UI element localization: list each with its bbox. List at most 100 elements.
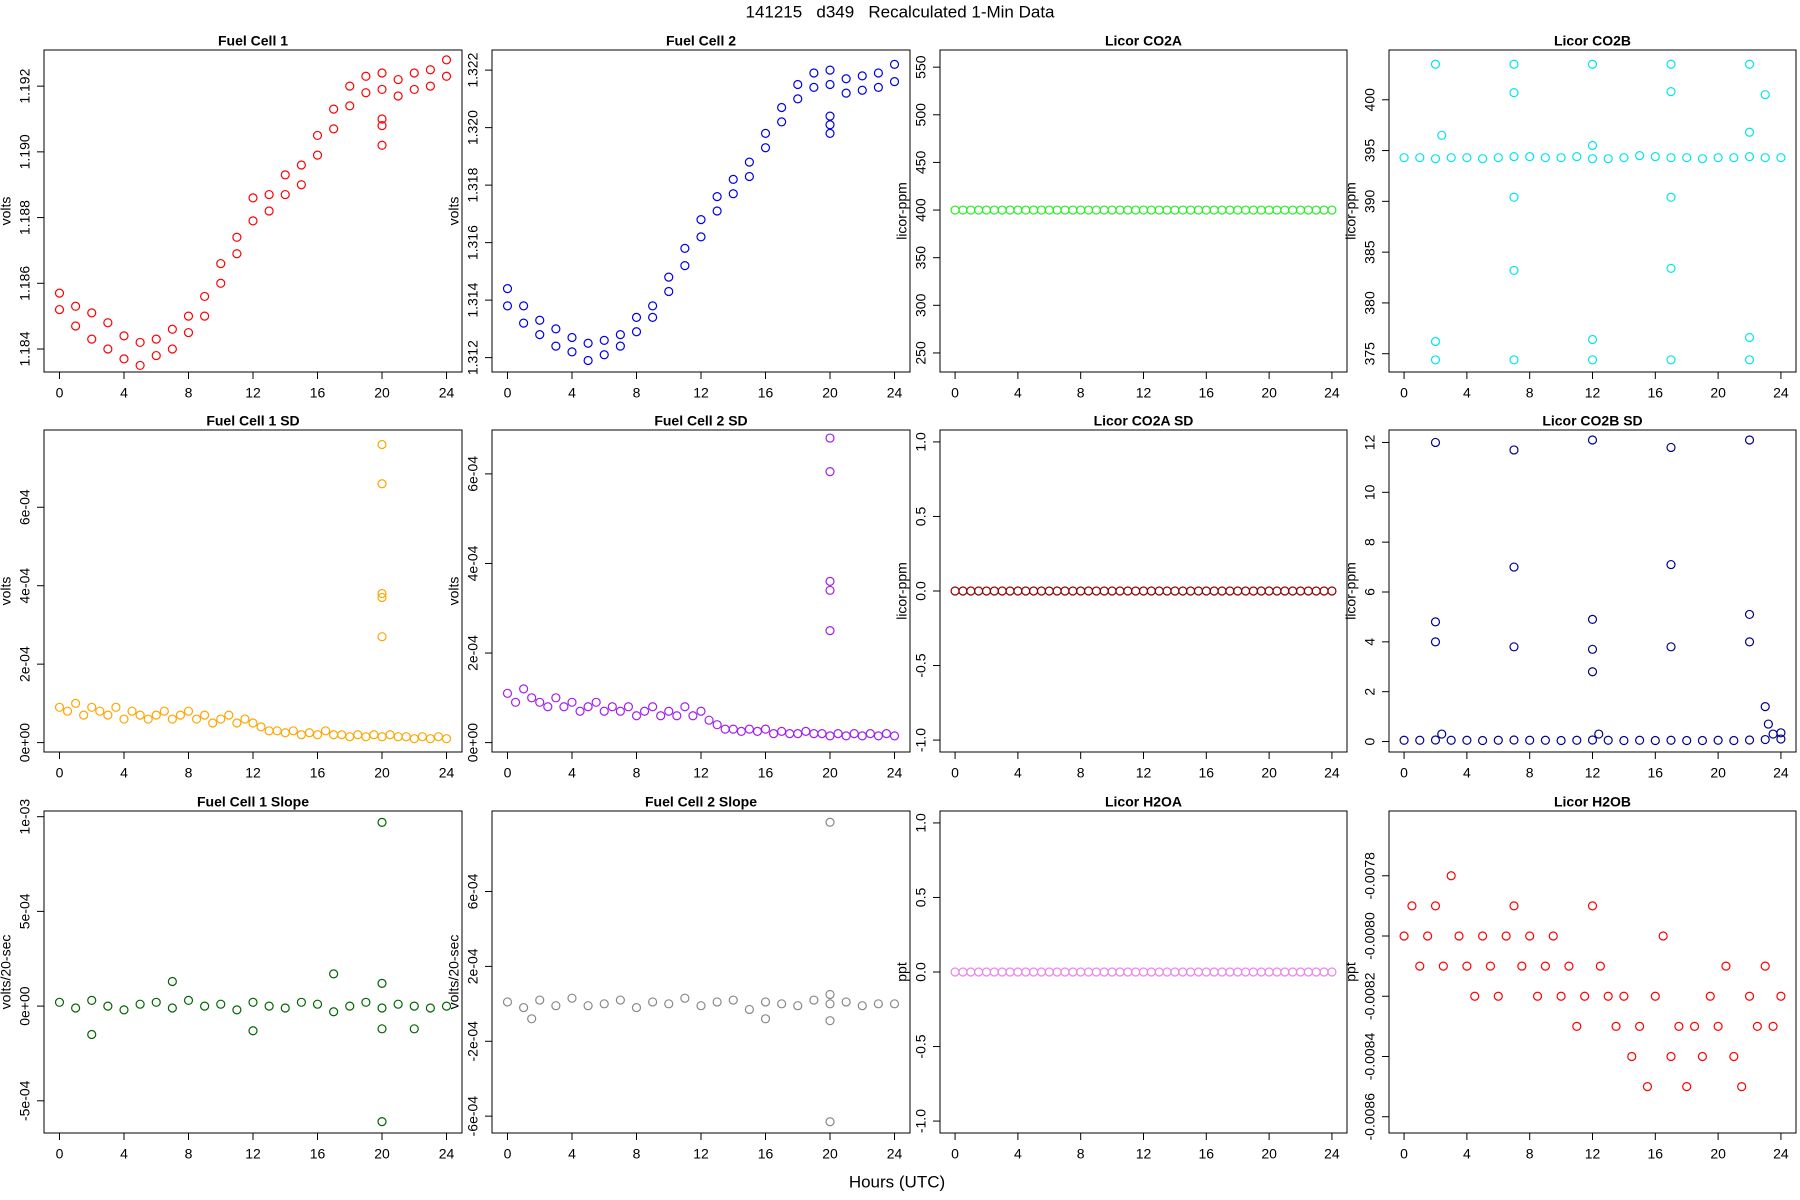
data-point	[1477, 154, 1488, 164]
data-point	[345, 81, 355, 91]
data-point	[183, 706, 194, 716]
x-tick-label: 20	[822, 1146, 838, 1162]
data-point	[1525, 931, 1535, 941]
data-point	[535, 697, 545, 707]
data-point	[1650, 152, 1660, 162]
data-point	[1319, 967, 1329, 977]
data-point	[1311, 586, 1321, 596]
data-point	[728, 724, 738, 734]
data-point	[631, 312, 642, 322]
data-point	[312, 730, 323, 740]
data-point	[1415, 153, 1425, 163]
data-point	[777, 102, 787, 113]
x-tick-label: 20	[374, 765, 390, 781]
data-point	[1256, 967, 1266, 977]
data-point	[1099, 205, 1109, 215]
data-point	[1162, 586, 1172, 596]
data-point	[777, 117, 787, 127]
data-point	[353, 730, 363, 740]
data-point	[825, 111, 835, 121]
data-point	[1115, 586, 1125, 596]
data-point	[1099, 586, 1109, 596]
data-point	[1272, 205, 1282, 215]
data-point	[793, 1001, 803, 1011]
data-point	[1240, 967, 1251, 977]
data-point	[881, 729, 892, 739]
data-point	[1107, 586, 1117, 596]
data-point	[377, 140, 387, 150]
x-tick-label: 4	[1014, 765, 1022, 781]
data-point	[1587, 435, 1598, 445]
data-point	[809, 729, 819, 739]
data-point	[1013, 586, 1023, 596]
y-tick-label: 0.0	[913, 581, 929, 601]
data-point	[583, 1001, 593, 1011]
y-tick-label: 5e-04	[17, 893, 33, 929]
data-point	[1619, 735, 1629, 746]
panel-title: Licor CO2A	[1105, 33, 1182, 49]
x-tick-label: 8	[633, 385, 641, 401]
data-point	[1666, 192, 1676, 202]
data-point	[615, 995, 625, 1005]
data-point	[527, 693, 537, 703]
x-tick-label: 24	[439, 1146, 455, 1162]
data-point	[599, 350, 609, 360]
data-point	[1225, 205, 1235, 215]
data-point	[1280, 967, 1290, 977]
panel: Fuel Cell 2 Slope volts/20-sec 0 4 8 12 16 20 24…	[446, 794, 911, 1162]
data-point	[280, 170, 290, 180]
data-point	[1540, 153, 1550, 163]
data-point	[425, 81, 435, 91]
panel-title: Licor CO2B SD	[1542, 413, 1642, 429]
data-point	[966, 205, 976, 215]
data-point	[1509, 59, 1519, 69]
data-point	[1233, 205, 1243, 215]
data-point	[71, 698, 81, 708]
data-point	[1556, 991, 1566, 1001]
data-point	[393, 91, 403, 101]
data-point	[1580, 991, 1590, 1001]
data-point	[599, 706, 609, 716]
data-point	[71, 321, 81, 331]
data-point	[385, 730, 395, 740]
data-point	[1587, 901, 1598, 911]
data-point	[248, 1026, 258, 1036]
plot-frame	[939, 810, 1348, 1134]
data-point	[744, 157, 754, 167]
data-point	[345, 1001, 355, 1011]
data-point	[1131, 205, 1141, 215]
data-point	[54, 304, 65, 315]
data-point	[167, 344, 177, 354]
data-point	[329, 730, 339, 740]
y-tick-label: -0.0084	[1362, 1033, 1378, 1081]
data-point	[369, 730, 379, 740]
data-point	[1170, 586, 1180, 596]
y-tick-label: -0.0082	[1362, 972, 1378, 1020]
data-point	[989, 967, 999, 977]
x-tick-label: 0	[1400, 1146, 1408, 1162]
data-point	[857, 71, 867, 81]
data-point	[1083, 205, 1094, 215]
data-point	[433, 732, 444, 742]
data-point	[1587, 614, 1598, 625]
data-point	[768, 729, 779, 739]
data-point	[337, 730, 347, 740]
data-point	[958, 967, 968, 977]
data-point	[510, 697, 521, 707]
data-point	[1737, 1082, 1747, 1092]
data-point	[135, 337, 145, 348]
y-tick-label: 350	[913, 246, 929, 270]
y-tick-label: 0e+00	[17, 986, 33, 1026]
data-point	[1272, 967, 1282, 977]
data-point	[1760, 153, 1770, 163]
data-point	[1666, 59, 1676, 69]
data-point	[1682, 153, 1692, 163]
data-point	[825, 467, 835, 477]
data-point	[1131, 586, 1141, 596]
y-axis-label: volts	[0, 577, 14, 606]
data-point	[151, 710, 161, 720]
data-point	[183, 995, 194, 1006]
data-point	[1587, 59, 1598, 69]
x-tick-label: 0	[504, 1146, 512, 1162]
